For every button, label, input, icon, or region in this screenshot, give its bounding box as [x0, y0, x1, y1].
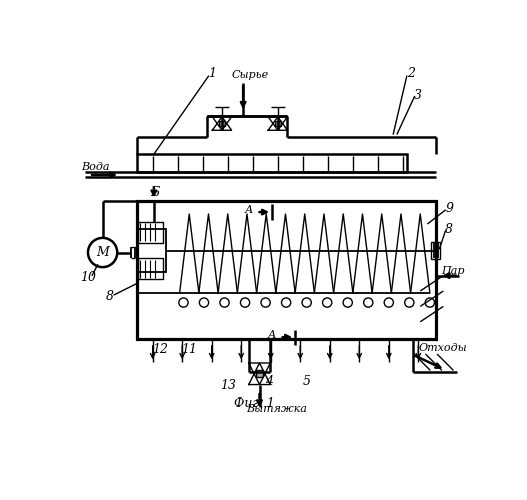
- Text: Вода: Вода: [82, 162, 110, 172]
- Text: А: А: [268, 330, 276, 340]
- Text: 9: 9: [445, 202, 453, 214]
- Text: 13: 13: [220, 379, 236, 392]
- Bar: [431, 242, 440, 259]
- Text: 1: 1: [208, 67, 217, 80]
- Bar: [137, 230, 166, 272]
- Bar: [139, 222, 163, 243]
- Bar: [137, 154, 407, 172]
- Bar: [256, 370, 263, 377]
- Text: 8: 8: [106, 290, 114, 304]
- Text: 5: 5: [302, 375, 310, 388]
- Text: М: М: [96, 246, 109, 259]
- Text: А: А: [245, 205, 253, 215]
- Text: 12: 12: [152, 343, 168, 356]
- Bar: [137, 200, 436, 339]
- Bar: [219, 121, 225, 126]
- Text: 2: 2: [407, 67, 415, 80]
- Text: Б: Б: [150, 186, 159, 200]
- Text: Сырье: Сырье: [231, 70, 269, 81]
- Bar: [139, 258, 163, 280]
- Bar: [275, 121, 281, 126]
- Text: Вытяжка: Вытяжка: [246, 404, 307, 414]
- Text: Отходы: Отходы: [418, 342, 467, 352]
- Text: 4: 4: [265, 375, 274, 388]
- Text: Фиг. 1: Фиг. 1: [235, 398, 275, 410]
- Text: 11: 11: [181, 343, 197, 356]
- Text: 8: 8: [445, 223, 453, 236]
- Text: Пар: Пар: [442, 266, 465, 276]
- Text: 3: 3: [414, 89, 422, 102]
- Text: 10: 10: [80, 271, 96, 284]
